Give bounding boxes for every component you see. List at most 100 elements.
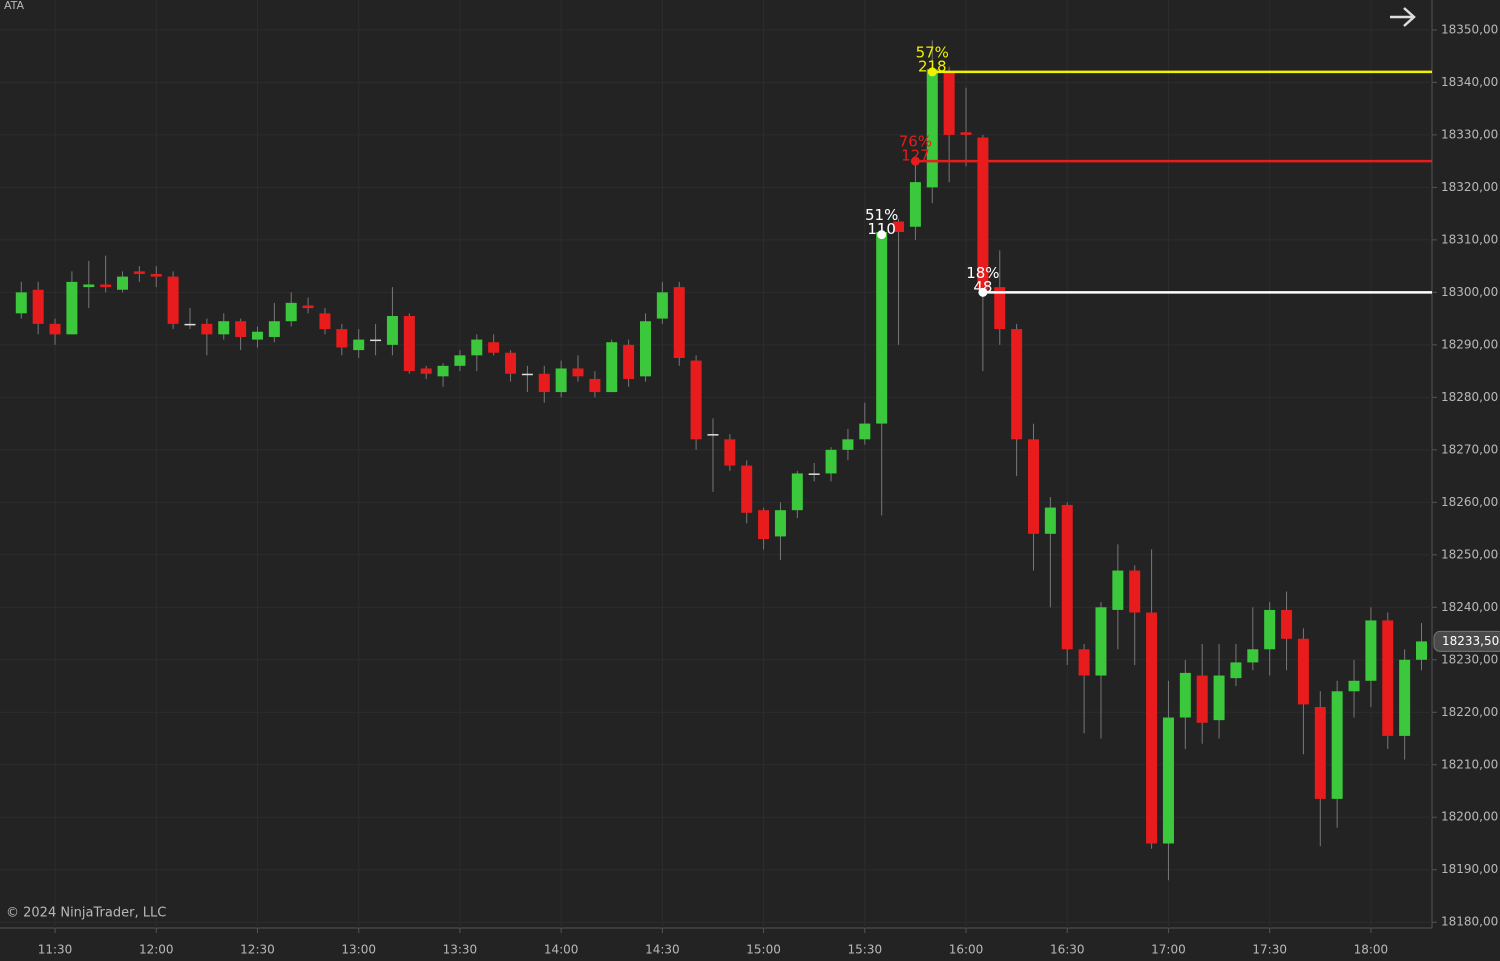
candle-body [909, 182, 921, 227]
x-tick-label: 17:30 [1252, 943, 1287, 957]
x-tick-label: 14:30 [645, 943, 680, 957]
level-marker [927, 67, 937, 77]
candle-body [403, 315, 415, 372]
candle-body [1146, 612, 1158, 844]
y-tick-label: 18230,00 [1441, 652, 1498, 666]
candle-body [842, 439, 854, 450]
y-tick-label: 18340,00 [1441, 75, 1498, 89]
candle-body [859, 423, 871, 440]
candle-body [538, 373, 550, 393]
level-marker [978, 287, 988, 297]
candle-body [133, 271, 145, 274]
candle-body [994, 287, 1006, 330]
y-tick-label: 18250,00 [1441, 547, 1498, 561]
candle-body [201, 323, 213, 335]
candle-body [1129, 570, 1141, 613]
candle-body [623, 344, 635, 379]
candle-body [1044, 507, 1056, 534]
candle-body [1281, 609, 1293, 639]
grid [54, 29, 1437, 933]
y-tick-label: 18270,00 [1441, 442, 1498, 456]
candle-body [471, 339, 483, 356]
candle-body [353, 339, 365, 351]
x-tick-label: 12:30 [240, 943, 275, 957]
candle-body [1314, 707, 1326, 799]
level-count: 127 [901, 147, 930, 165]
level-percent: 51% [865, 206, 898, 224]
level-count: 48 [973, 278, 992, 296]
candle-body [1095, 607, 1107, 676]
x-tick-label: 17:00 [1151, 943, 1186, 957]
y-tick-label: 18320,00 [1441, 180, 1498, 194]
candle-body [1331, 691, 1343, 799]
level-percent: 57% [916, 43, 949, 61]
candle-body [893, 221, 905, 232]
candle-body [1365, 620, 1377, 681]
x-tick-label: 13:00 [341, 943, 376, 957]
candle-body [336, 329, 348, 348]
candle-body [49, 323, 61, 335]
candle-body [386, 315, 398, 345]
x-tick-label: 15:30 [848, 943, 883, 957]
candle-body [1264, 609, 1276, 650]
level-percent: 76% [899, 133, 932, 151]
candle-body [808, 473, 820, 475]
level-marker [877, 230, 887, 240]
candle-body [825, 449, 837, 474]
x-tick-label: 15:00 [746, 943, 781, 957]
candle-body [1230, 662, 1242, 679]
x-tick-label: 16:30 [1050, 943, 1085, 957]
y-tick-label: 18240,00 [1441, 600, 1498, 614]
candle-body [1061, 504, 1073, 650]
y-tick-label: 18190,00 [1441, 862, 1498, 876]
candle-body [707, 434, 719, 436]
x-tick-label: 12:00 [139, 943, 174, 957]
candle-body [521, 373, 533, 376]
candle-body [505, 352, 517, 374]
candle-body [1399, 659, 1411, 736]
candle-body [319, 313, 331, 330]
candle-body [420, 368, 432, 374]
candle-body [1162, 717, 1174, 844]
candle-body [1112, 570, 1124, 610]
candle-body [32, 289, 44, 324]
instrument-label: ATA [4, 0, 25, 12]
y-tick-label: 18330,00 [1441, 127, 1498, 141]
x-tick-label: 11:30 [38, 943, 73, 957]
candle-body [1078, 649, 1090, 676]
y-tick-label: 18280,00 [1441, 390, 1498, 404]
candle-body [960, 132, 972, 135]
x-tick-label: 13:30 [443, 943, 478, 957]
y-tick-label: 18310,00 [1441, 232, 1498, 246]
candle-body [1348, 680, 1360, 692]
candle-body [370, 339, 382, 342]
x-tick-label: 18:00 [1354, 943, 1389, 957]
candle-body [15, 292, 27, 314]
candle-body [791, 473, 803, 511]
candle-body [758, 510, 770, 540]
y-tick-label: 18350,00 [1441, 22, 1498, 36]
candle-body [724, 439, 736, 466]
y-tick-label: 18220,00 [1441, 705, 1498, 719]
candle-body [1247, 649, 1259, 663]
candle-body [876, 232, 888, 424]
y-tick-label: 18300,00 [1441, 285, 1498, 299]
y-tick-label: 18180,00 [1441, 915, 1498, 929]
candle-body [437, 365, 449, 377]
candle-body [184, 323, 196, 326]
candle-body [488, 342, 500, 353]
y-tick-label: 18210,00 [1441, 757, 1498, 771]
candle-body [1416, 641, 1428, 660]
y-tick-label: 18200,00 [1441, 810, 1498, 824]
candle-body [150, 273, 162, 277]
y-tick-label: 18260,00 [1441, 495, 1498, 509]
level-count: 218 [918, 57, 947, 75]
candle-body [1028, 439, 1039, 534]
candle-body [285, 302, 297, 322]
plot: 51%110 76%127 57%218 18%48 [15, 40, 1432, 881]
candle-body [926, 69, 938, 188]
scroll-arrow[interactable] [1390, 7, 1416, 27]
candle-body [589, 378, 601, 393]
candle-body [268, 321, 280, 337]
